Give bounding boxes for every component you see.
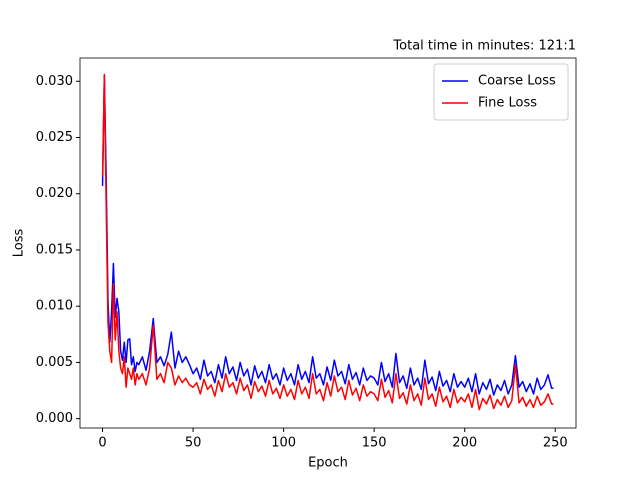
legend-label: Fine Loss [478,96,537,111]
legend-label: Coarse Loss [478,74,556,89]
loss-line [101,74,554,396]
y-tick-label: 0.000 [36,411,73,426]
x-tick-label: 150 [362,436,387,451]
y-tick-label: 0.025 [36,130,73,145]
x-tick-label: 100 [271,436,296,451]
y-tick-label: 0.015 [36,242,73,257]
loss-line [101,73,554,411]
y-tick-label: 0.010 [36,299,73,314]
chart-title: Total time in minutes: 121:1 [392,39,576,54]
legend-box [433,63,569,121]
y-tick-label: 0.005 [36,355,73,370]
y-axis-label: Loss [12,229,27,258]
x-tick-label: 250 [543,436,568,451]
x-axis-label: Epoch [308,456,348,471]
x-tick-label: 50 [185,436,202,451]
axes-frame [79,57,577,429]
y-tick-label: 0.020 [36,186,73,201]
y-tick-label: 0.030 [36,74,73,89]
x-tick-label: 200 [452,436,477,451]
x-tick-label: 0 [98,436,106,451]
